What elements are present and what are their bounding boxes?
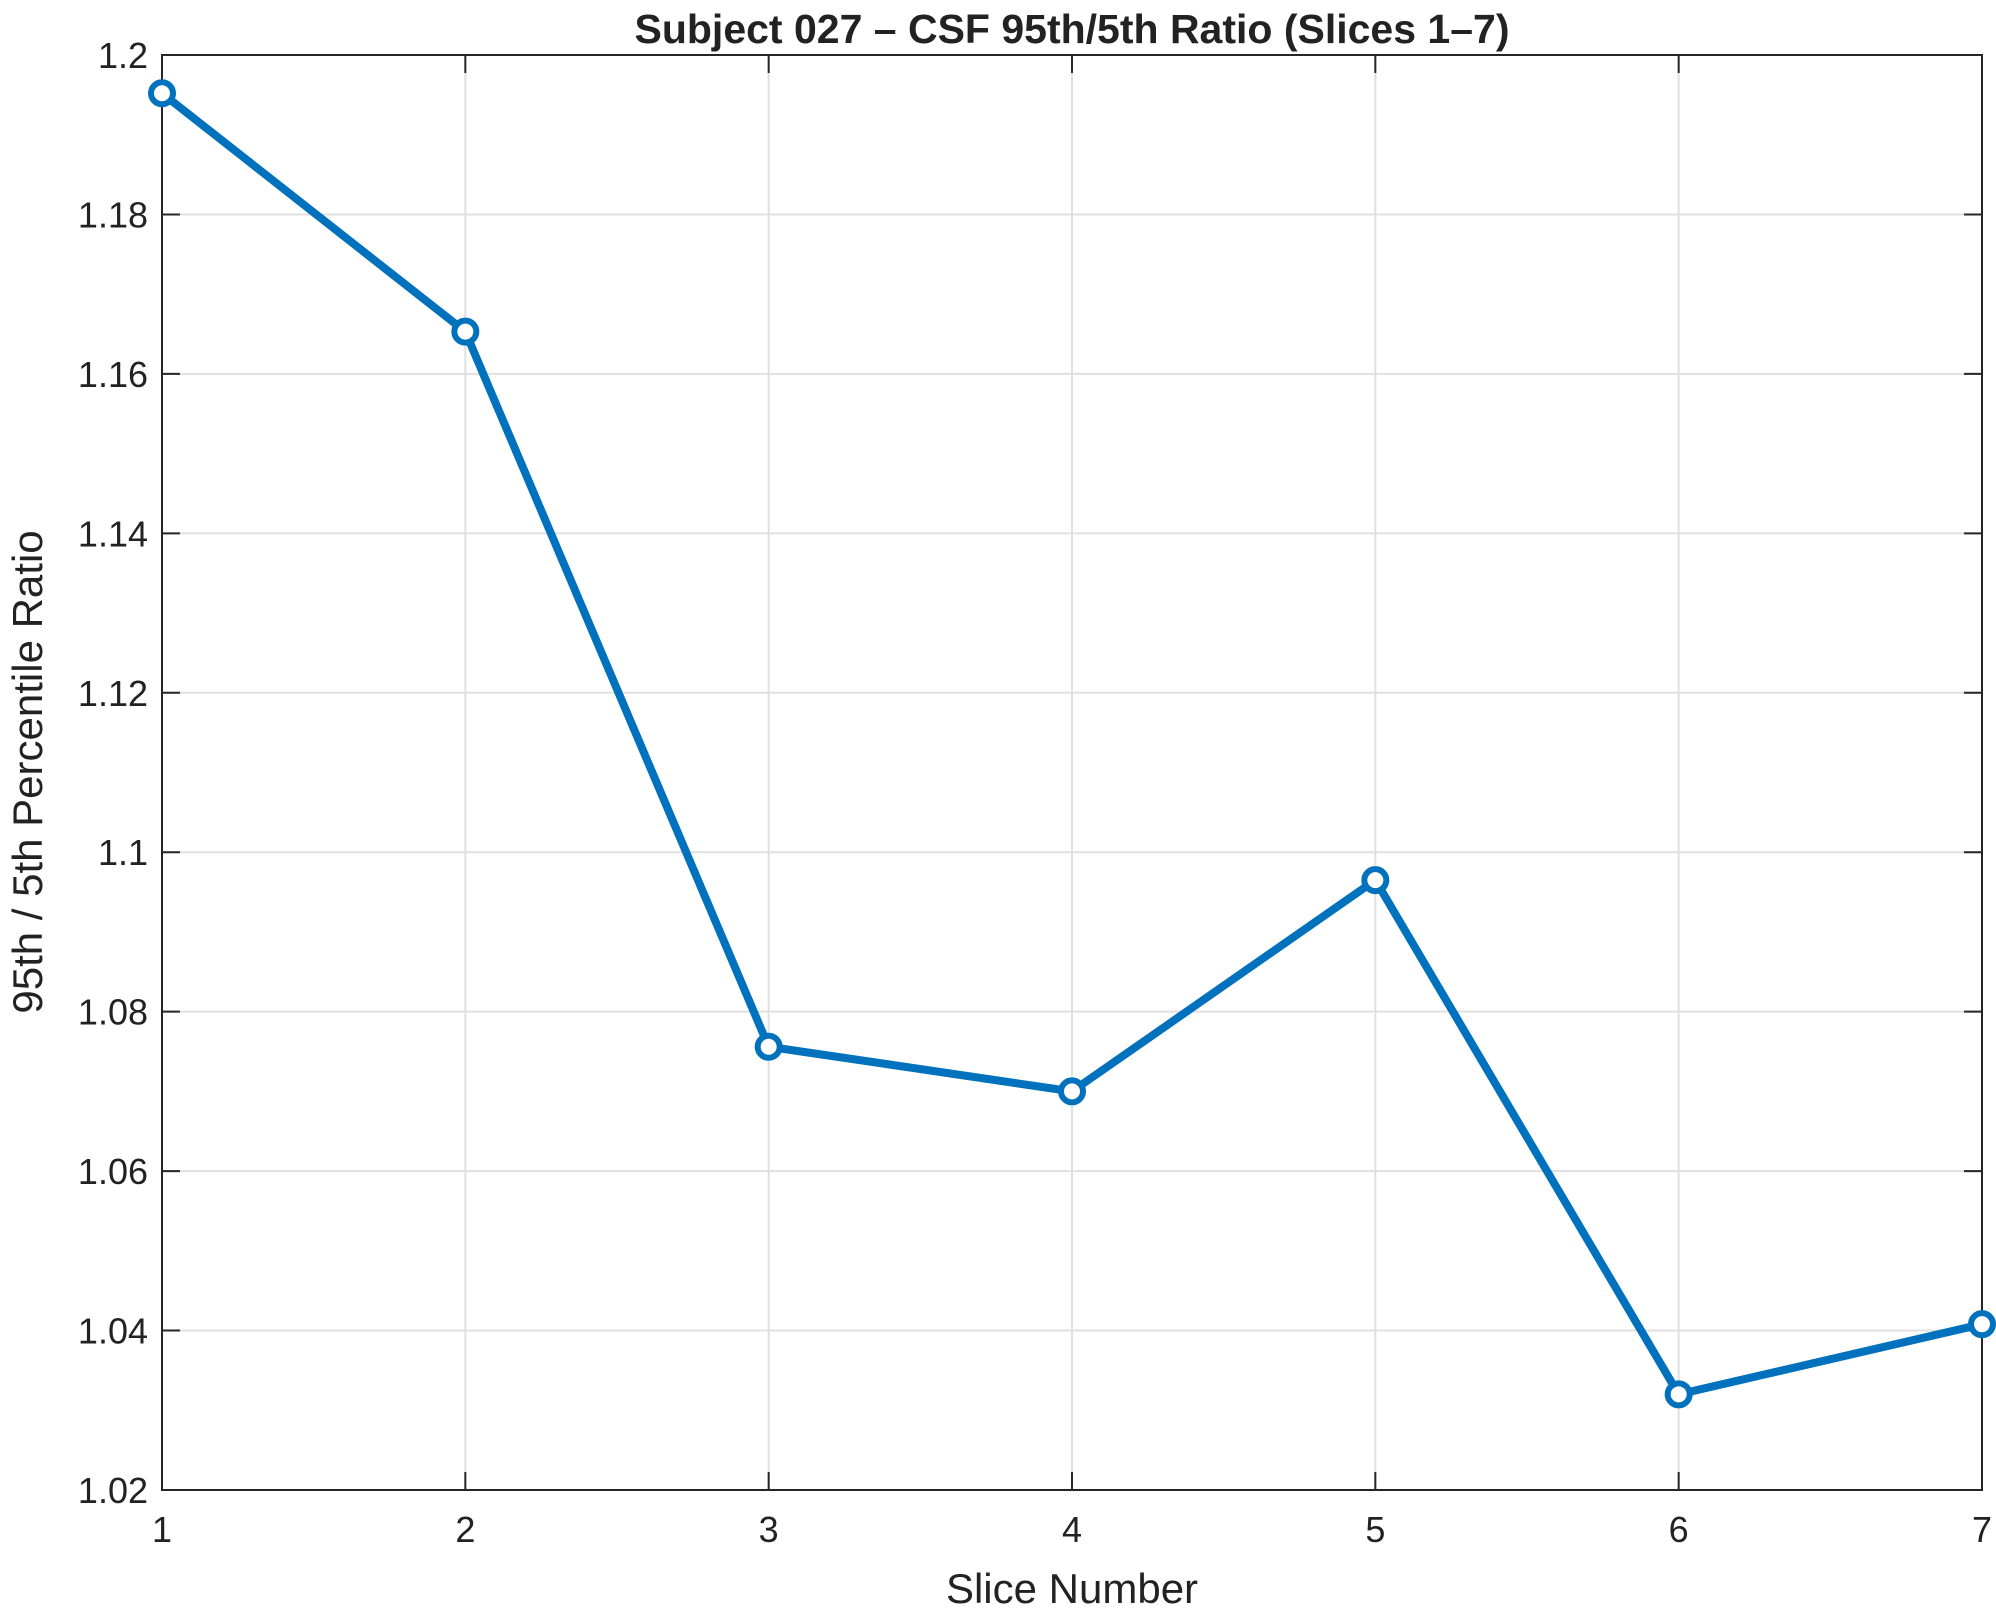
- y-tick-label: 1.14: [78, 513, 148, 554]
- y-tick-label: 1.02: [78, 1470, 148, 1511]
- x-tick-label: 4: [1062, 1509, 1082, 1550]
- y-tick-label: 1.1: [98, 832, 148, 873]
- x-tick-label: 6: [1669, 1509, 1689, 1550]
- data-series: [148, 79, 1996, 1409]
- data-point-marker: [1058, 1077, 1086, 1106]
- y-tick-label: 1.04: [78, 1311, 148, 1352]
- data-point-marker: [1664, 1380, 1693, 1409]
- data-point-marker: [1968, 1310, 1996, 1339]
- x-tick-label: 2: [455, 1509, 475, 1550]
- x-tick-label: 3: [759, 1509, 779, 1550]
- x-tick-label: 5: [1365, 1509, 1385, 1550]
- x-tick-label: 7: [1972, 1509, 1992, 1550]
- data-point-marker: [148, 79, 176, 108]
- y-tick-label: 1.16: [78, 354, 148, 395]
- y-tick-label: 1.08: [78, 992, 148, 1033]
- data-point-marker: [754, 1032, 783, 1061]
- x-tick-label: 1: [152, 1509, 172, 1550]
- data-point-marker: [451, 317, 480, 346]
- grid-lines: [162, 55, 1982, 1490]
- y-tick-label: 1.2: [98, 35, 148, 76]
- y-tick-label: 1.18: [78, 194, 148, 235]
- x-axis-label: Slice Number: [946, 1565, 1198, 1605]
- chart-title: Subject 027 – CSF 95th/5th Ratio (Slices…: [635, 6, 1510, 52]
- data-point-marker: [1361, 866, 1390, 895]
- axis-ticks: 1 2 3 4 5 6 7 1.02 1.04 1.06 1.08 1.1 1.12 1.14 1.16 1.…: [78, 35, 1992, 1550]
- y-tick-label: 1.06: [78, 1151, 148, 1192]
- y-axis-label: 95th / 5th Percentile Ratio: [4, 530, 51, 1013]
- y-tick-label: 1.12: [78, 673, 148, 714]
